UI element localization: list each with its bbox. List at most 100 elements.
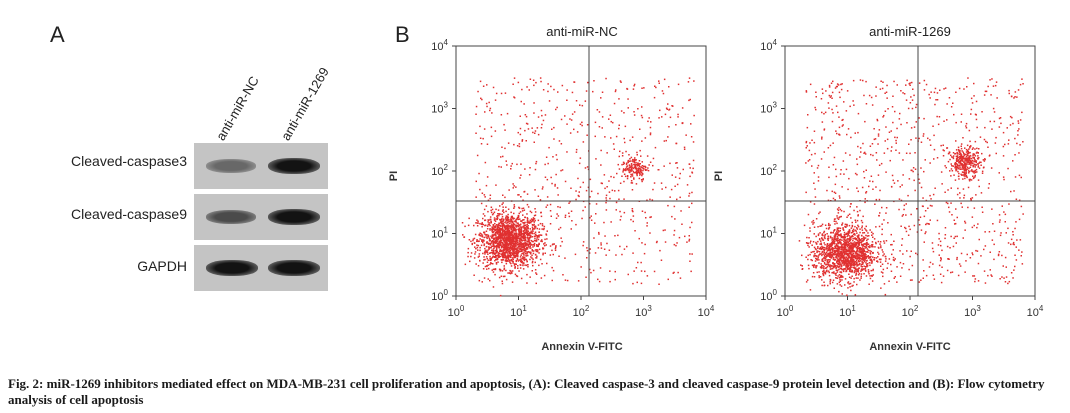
event-point — [840, 215, 842, 218]
event-point — [528, 237, 531, 240]
event-point — [578, 191, 580, 193]
event-point — [869, 229, 871, 231]
event-point — [495, 238, 497, 241]
event-point — [816, 265, 818, 267]
event-point — [521, 242, 524, 245]
event-point — [622, 171, 624, 173]
event-point — [879, 258, 882, 261]
event-point — [559, 206, 561, 209]
event-point — [521, 237, 523, 239]
event-point — [495, 241, 498, 243]
event-point — [806, 279, 809, 281]
event-point — [927, 207, 929, 209]
event-point — [913, 94, 915, 97]
event-point — [836, 230, 838, 232]
event-point — [515, 260, 517, 263]
event-point — [841, 260, 843, 262]
event-point — [637, 164, 639, 166]
event-point — [499, 248, 501, 251]
event-point — [505, 220, 507, 222]
event-point — [502, 209, 504, 211]
event-point — [837, 212, 840, 214]
event-point — [870, 258, 873, 261]
event-point — [929, 219, 931, 221]
event-point — [535, 160, 538, 163]
event-point — [487, 210, 489, 213]
event-point — [530, 211, 533, 214]
event-point — [674, 218, 676, 220]
event-point — [523, 103, 525, 105]
event-point — [840, 233, 842, 235]
event-point — [813, 255, 815, 258]
event-point — [965, 127, 968, 129]
band-gapdh-1269 — [268, 260, 320, 276]
event-point — [664, 241, 667, 243]
event-point — [819, 276, 822, 278]
event-point — [582, 244, 584, 247]
event-point — [833, 230, 835, 232]
event-point — [471, 243, 473, 246]
event-point — [527, 128, 530, 130]
event-point — [857, 225, 860, 228]
event-point — [948, 258, 950, 260]
event-point — [871, 234, 873, 236]
event-point — [864, 151, 866, 154]
event-point — [526, 282, 528, 284]
event-point — [968, 180, 971, 182]
event-point — [862, 268, 864, 270]
event-point — [950, 168, 953, 170]
event-point — [508, 250, 511, 252]
event-point — [513, 247, 515, 250]
event-point — [814, 253, 816, 255]
event-point — [828, 254, 830, 257]
event-point — [631, 189, 634, 191]
event-point — [520, 243, 522, 246]
event-point — [841, 247, 843, 250]
event-point — [815, 235, 817, 238]
event-point — [863, 232, 866, 234]
event-point — [836, 257, 838, 259]
event-point — [933, 134, 935, 137]
event-point — [847, 266, 849, 268]
event-point — [514, 236, 517, 238]
event-point — [972, 147, 974, 149]
event-point — [505, 231, 507, 234]
event-point — [532, 227, 534, 230]
event-point — [498, 252, 500, 254]
event-point — [486, 228, 489, 230]
event-point — [895, 142, 897, 144]
event-point — [840, 259, 842, 261]
event-point — [987, 187, 990, 189]
event-point — [832, 237, 834, 239]
event-point — [501, 252, 503, 255]
event-point — [1016, 239, 1018, 241]
event-point — [853, 260, 855, 262]
event-point — [517, 225, 520, 228]
event-point — [974, 280, 976, 283]
event-point — [689, 253, 691, 255]
event-point — [530, 239, 532, 242]
event-point — [848, 276, 851, 278]
event-point — [807, 213, 810, 216]
event-point — [837, 239, 840, 242]
event-point — [557, 91, 559, 93]
event-point — [504, 129, 506, 131]
event-point — [822, 273, 825, 276]
event-point — [562, 274, 564, 276]
event-point — [536, 250, 539, 253]
event-point — [638, 237, 640, 240]
event-point — [807, 242, 809, 244]
event-point — [509, 234, 512, 237]
event-point — [862, 251, 865, 253]
event-point — [974, 166, 976, 168]
event-point — [502, 243, 504, 245]
event-point — [511, 216, 514, 218]
event-point — [649, 161, 652, 163]
event-point — [593, 237, 595, 239]
event-point — [899, 186, 901, 188]
event-point — [582, 141, 585, 143]
event-point — [940, 144, 942, 147]
y-tick-label: 103 — [760, 101, 777, 116]
event-point — [901, 267, 903, 269]
event-point — [849, 247, 852, 249]
